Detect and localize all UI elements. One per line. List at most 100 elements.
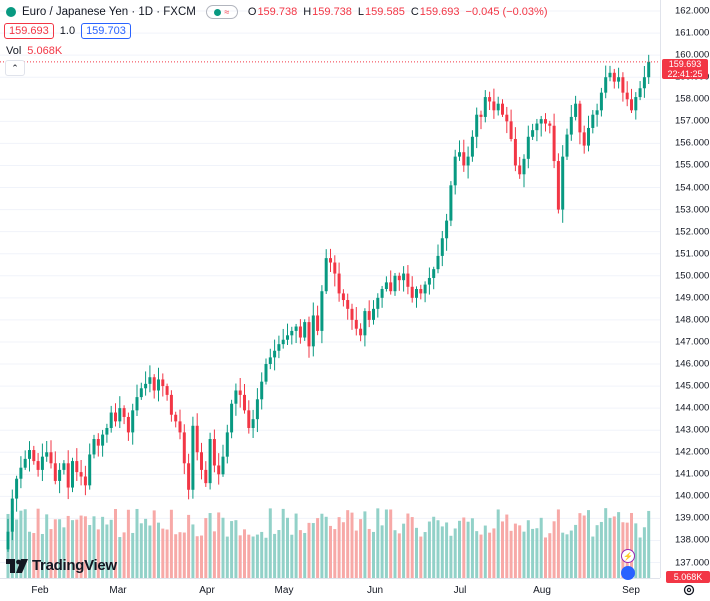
volume-bar <box>458 520 461 578</box>
calendar-icon[interactable] <box>621 566 635 580</box>
candle-body <box>604 77 608 93</box>
tradingview-logo[interactable]: TradingView <box>6 557 117 574</box>
time-tick-label: Sep <box>622 585 640 596</box>
volume-bar <box>53 519 57 578</box>
tradingview-logo-text: TradingView <box>32 557 117 574</box>
volume-bar <box>28 531 31 578</box>
volume-bar <box>88 525 92 578</box>
volume-bar <box>634 523 638 578</box>
volume-bar <box>389 509 393 578</box>
price-tick-label: 154.000 <box>675 182 710 194</box>
volume-bar <box>71 520 74 578</box>
volume-bar <box>552 521 556 578</box>
time-tick-label: Jun <box>366 585 384 596</box>
price-tick-label: 148.000 <box>675 314 710 326</box>
candlestick-chart[interactable] <box>0 0 660 578</box>
gear-icon[interactable] <box>682 583 696 597</box>
candle-body <box>410 286 414 298</box>
time-axis[interactable]: Feb Mar Apr May Jun Jul Aug Sep <box>0 578 660 601</box>
candle-body <box>479 114 483 117</box>
volume-bar <box>264 537 268 578</box>
volume-bar <box>49 529 53 578</box>
volume-bar <box>40 533 44 578</box>
volume-bar <box>316 518 320 578</box>
candle-body <box>294 326 298 331</box>
candle-body <box>574 103 578 117</box>
symbol-status-icon <box>6 7 16 17</box>
time-tick-label: Jul <box>453 585 467 596</box>
candle-body <box>449 185 453 221</box>
candle-body <box>531 130 535 137</box>
sell-button[interactable]: 159.693 <box>4 23 54 39</box>
volume-bar <box>144 518 148 578</box>
volume-bar <box>415 527 418 578</box>
symbol-title[interactable]: Euro / Japanese Yen · 1D · FXCM <box>22 6 196 18</box>
volume-bar <box>148 525 152 578</box>
candle-body <box>286 335 289 340</box>
candle-body <box>591 114 595 128</box>
candle-body <box>526 136 530 159</box>
volume-bar <box>574 524 578 578</box>
volume-bar <box>501 521 504 578</box>
volume-bar <box>15 519 19 578</box>
candle-body <box>427 277 431 285</box>
high-key: H <box>303 6 312 18</box>
candle-body <box>281 339 285 345</box>
chart-area[interactable] <box>0 0 660 578</box>
visibility-toggle-button[interactable]: ≈ <box>205 5 238 19</box>
candle-body <box>372 308 375 320</box>
candle-body <box>139 388 143 398</box>
volume-bar <box>475 531 479 578</box>
volume-bar <box>548 533 552 578</box>
volume-label[interactable]: Vol <box>6 45 22 57</box>
candle-body <box>187 463 191 490</box>
candle-body <box>354 319 358 329</box>
price-tick-label: 142.000 <box>675 446 710 458</box>
candle-body <box>548 123 552 126</box>
price-tick-label: 153.000 <box>675 204 710 216</box>
volume-bar <box>488 532 492 578</box>
candle-body <box>595 110 599 115</box>
candle-body <box>638 88 642 98</box>
price-tick-label: 150.000 <box>675 270 710 282</box>
volume-bar <box>58 519 62 578</box>
volume-bar <box>178 532 182 578</box>
candle-body <box>578 103 582 133</box>
collapse-legend-button[interactable]: ⌃ <box>5 60 25 76</box>
candle-body <box>247 410 251 428</box>
candle-body <box>475 114 479 137</box>
volume-bar <box>531 528 535 578</box>
lightning-icon[interactable]: ⚡ <box>621 549 635 563</box>
candle-body <box>599 92 603 111</box>
volume-bar <box>298 530 302 578</box>
price-tick-label: 147.000 <box>675 336 710 348</box>
volume-bar <box>647 510 651 578</box>
candle-body <box>337 273 341 294</box>
volume-bar <box>599 521 603 578</box>
volume-bar <box>359 519 363 578</box>
candle-body <box>71 461 74 488</box>
volume-bar <box>539 517 543 578</box>
candle-body <box>359 328 363 336</box>
volume-bar <box>436 520 440 578</box>
price-tick-label: 162.000 <box>675 5 710 17</box>
volume-bar <box>105 524 109 578</box>
buy-button[interactable]: 159.703 <box>81 23 131 39</box>
candle-body <box>625 92 629 100</box>
chevron-up-icon: ⌃ <box>11 62 19 73</box>
volume-bar <box>286 517 289 578</box>
candle-body <box>341 293 345 301</box>
candle-body <box>45 452 49 457</box>
candle-body <box>62 463 66 470</box>
volume-bar <box>492 528 496 578</box>
volume-bar <box>569 530 573 578</box>
candle-body <box>264 364 268 382</box>
price-tick-label: 156.000 <box>675 137 710 149</box>
volume-bar <box>195 536 199 578</box>
volume-price-tag: 5.068K <box>666 571 710 583</box>
open-key: O <box>247 6 257 18</box>
candle-body <box>329 258 332 263</box>
candle-body <box>66 463 70 488</box>
price-axis[interactable]: 137.000 138.000 139.000 140.000 141.000 142.0… <box>660 0 710 578</box>
candle-body <box>238 390 242 395</box>
